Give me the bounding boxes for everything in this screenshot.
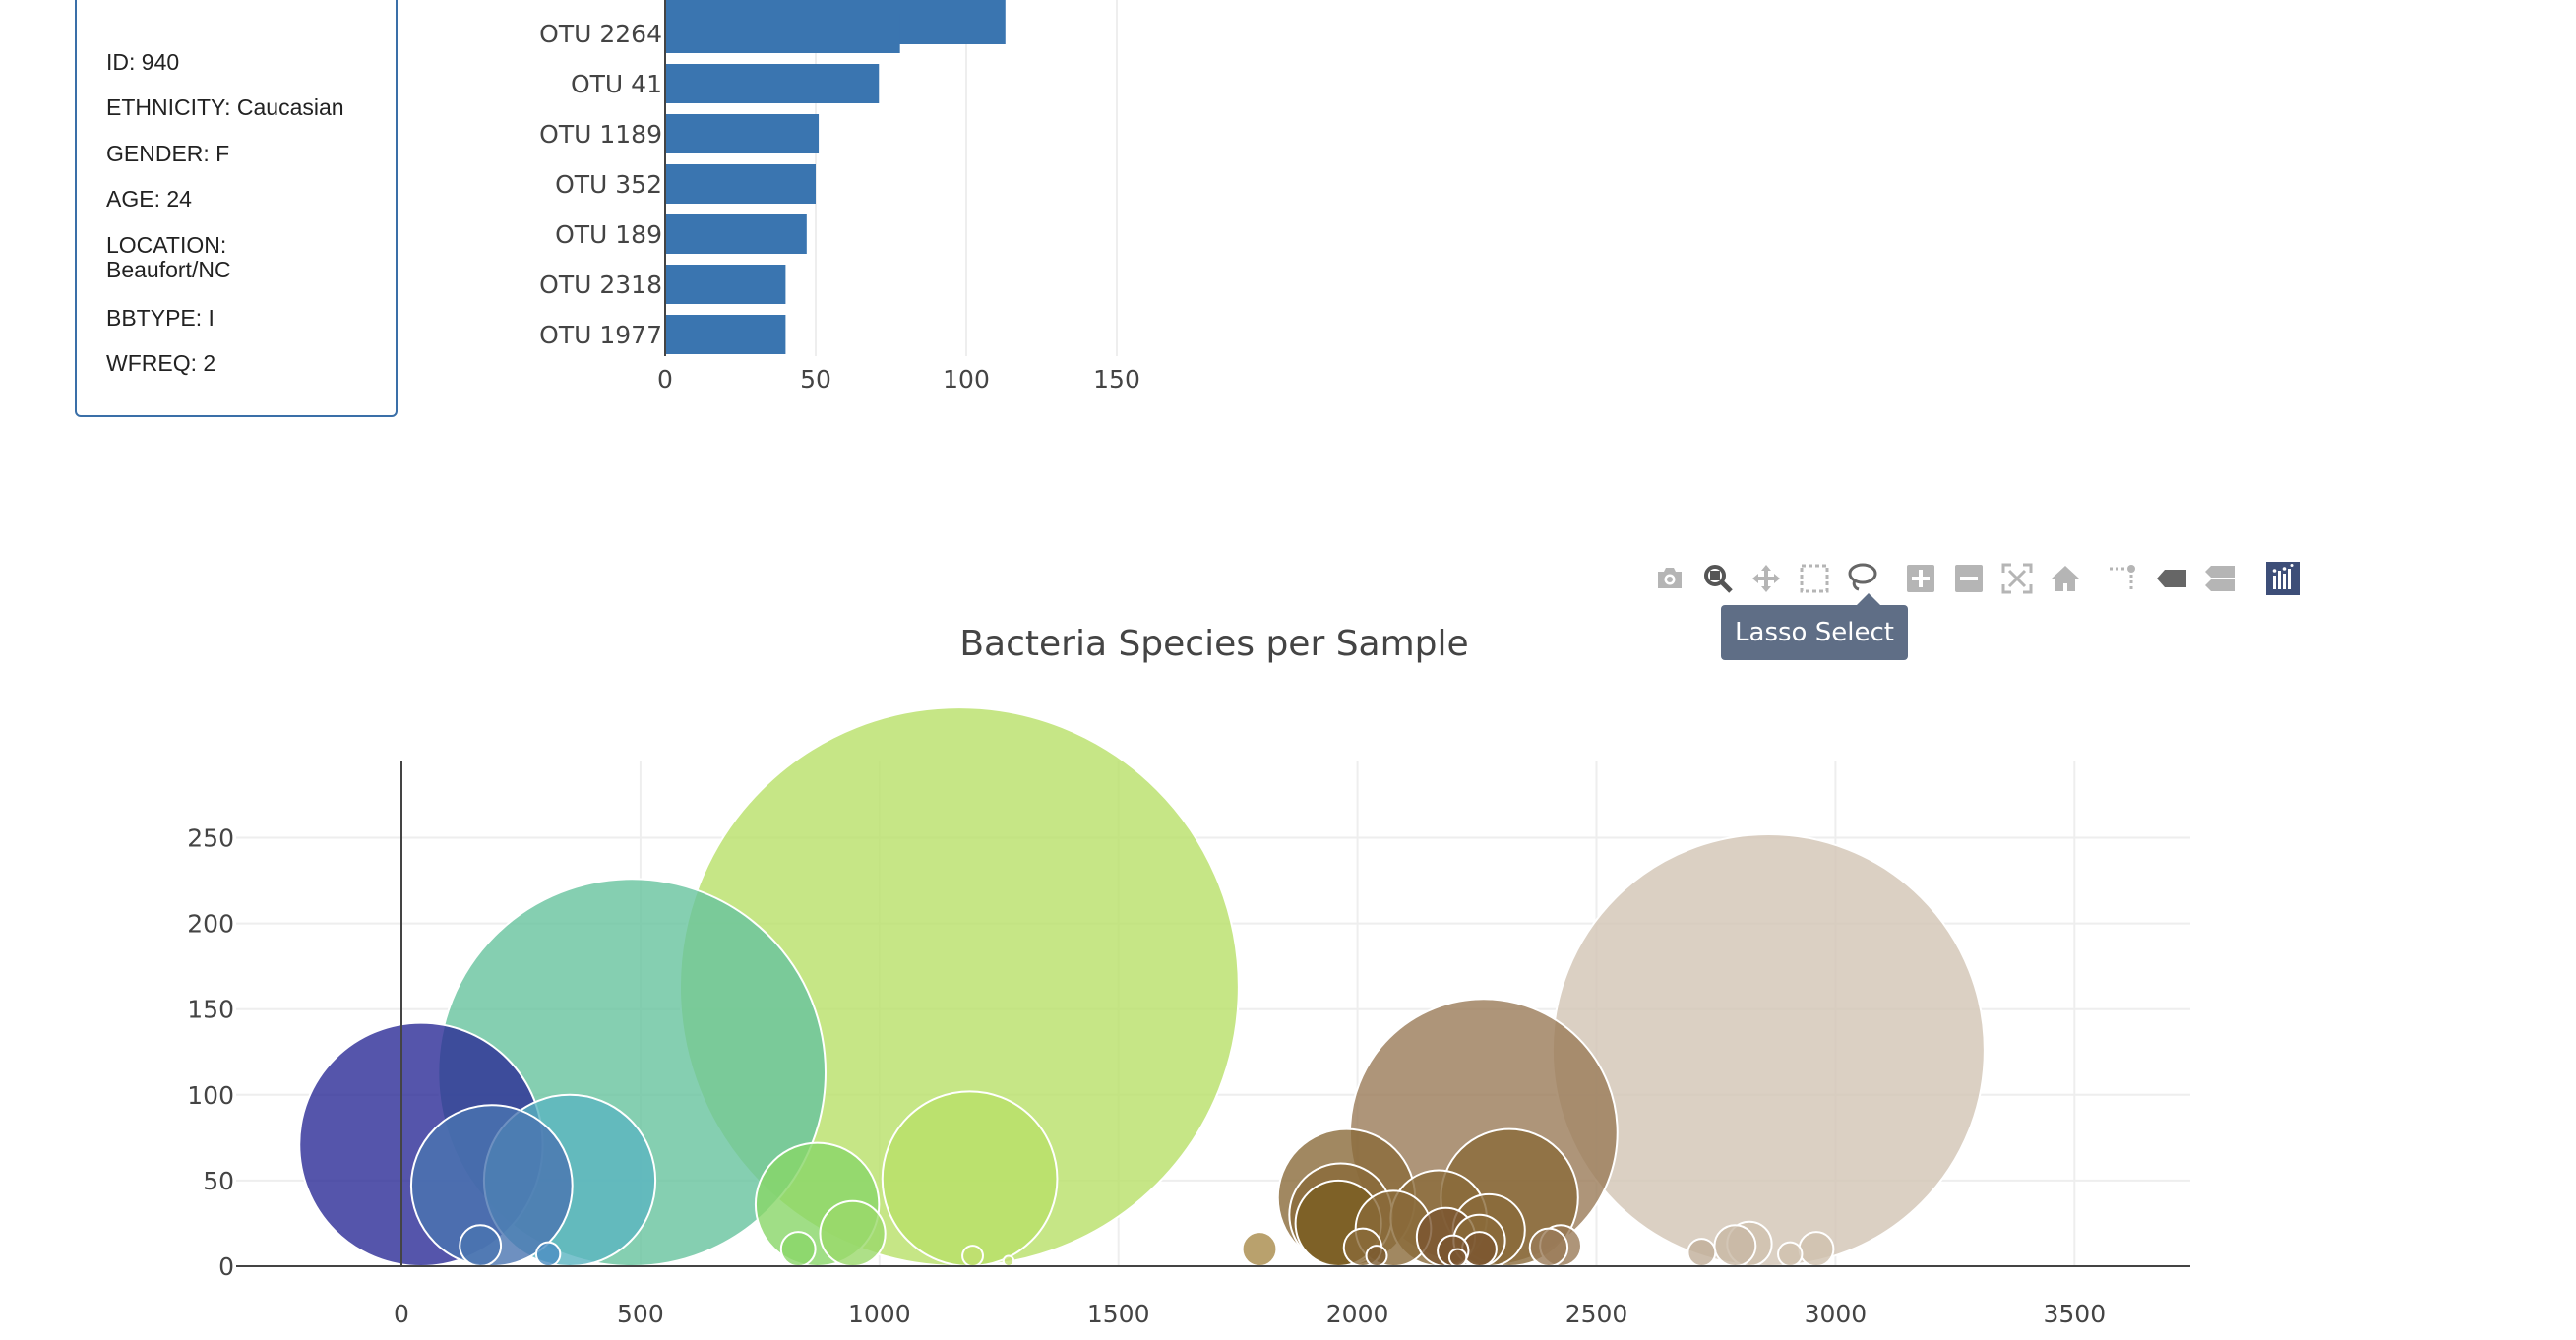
bar-y-tick-label: OTU 352 [555,170,662,199]
metadata-location: LOCATION: Beaufort/NC [106,232,231,282]
bar-otu-189[interactable] [665,214,807,254]
bubble-point[interactable] [1451,1192,1526,1267]
bubble-point[interactable] [1551,833,1986,1268]
bubble-point[interactable] [1288,1162,1393,1267]
bubble-point[interactable] [754,1141,881,1267]
bubble-point[interactable] [482,1093,657,1268]
reset-axes-icon[interactable] [2046,559,2085,598]
bar-y-tick-label: OTU 41 [571,70,662,98]
bubble-y-tick-label: 200 [187,910,234,939]
bubble-point[interactable] [1365,1245,1388,1267]
bubble-point[interactable] [1461,1231,1498,1267]
bubble-y-tick-label: 250 [187,824,234,853]
metadata-ethnicity: ETHNICITY: Caucasian [106,94,344,120]
bubble-x-tick-label: 3000 [1805,1300,1868,1328]
bar-x-tick-label: 0 [657,365,673,394]
metadata-bbtype: BBTYPE: I [106,305,215,331]
bubble-point[interactable] [1241,1231,1278,1267]
bar-y-tick-label: OTU 1977 [539,321,662,349]
bar-otu-1189[interactable] [665,114,820,153]
metadata-id: ID: 940 [106,49,180,75]
bubble-point[interactable] [1798,1231,1835,1267]
bubble-x-tick-label: 0 [394,1300,409,1328]
bubble-point[interactable] [1348,998,1619,1268]
bubble-x-tick-label: 2500 [1565,1300,1628,1328]
bar-otu-2264[interactable] [665,14,900,53]
metadata-age: AGE: 24 [106,186,192,212]
bar-x-tick-label: 50 [800,365,831,394]
bubble-y-tick-label: 100 [187,1081,234,1110]
plotly-logo-icon[interactable] [2263,559,2302,598]
autoscale-icon[interactable] [1997,559,2037,598]
bubble-y-tick-label: 0 [218,1252,234,1281]
bubble-point[interactable] [1276,1127,1417,1267]
bar-x-tick-label: 100 [943,365,990,394]
bar-y-tick-label: OTU 2318 [539,271,662,299]
bubble-point[interactable] [1294,1179,1382,1267]
bubble-point[interactable] [1539,1224,1582,1267]
bubble-point[interactable] [459,1224,503,1267]
bubble-point[interactable] [1777,1241,1804,1268]
bubble-point[interactable] [1002,1254,1015,1268]
box-select-icon[interactable] [1795,559,1834,598]
zoom-in-icon[interactable] [1901,559,1940,598]
bubble-point[interactable] [819,1199,887,1267]
bubble-point[interactable] [1354,1189,1433,1268]
bubble-x-tick-label: 1000 [848,1300,911,1328]
bubble-x-tick-label: 500 [617,1300,664,1328]
top-otu-bar-chart: 0 50 100 150 OTU 2264 OTU 41 OTU 1189 OTU 352 OT… [539,0,1140,394]
bubble-point[interactable] [1437,1234,1470,1268]
bar-x-tick-label: 150 [1093,365,1140,394]
bar-otu-2318[interactable] [665,265,786,304]
bubble-point[interactable] [298,1021,544,1267]
bubble-point[interactable] [1713,1224,1757,1267]
zoom-icon[interactable] [1698,559,1738,598]
bubble-point[interactable] [1342,1227,1383,1268]
bubble-point[interactable] [437,878,828,1268]
sample-metadata-panel: ID: 940 ETHNICITY: Caucasian GENDER: F A… [75,0,398,417]
bar-otu-352[interactable] [665,164,816,204]
bubble-point[interactable] [779,1231,817,1267]
bubble-x-tick-label: 3500 [2043,1300,2106,1328]
bubble-y-tick-label: 150 [187,996,234,1024]
bar-y-tick-label: OTU 1189 [539,120,662,149]
bubble-point[interactable] [1687,1238,1717,1267]
bubble-x-tick-label: 1500 [1087,1300,1150,1328]
bubble-y-tick-label: 50 [203,1167,234,1195]
bubble-point[interactable] [1726,1220,1773,1268]
bubble-point[interactable] [409,1104,574,1267]
hover-closest-icon[interactable] [2152,559,2191,598]
chart-modebar [1633,559,2322,598]
bubble-point[interactable] [881,1090,1059,1267]
bubble-point[interactable] [1528,1227,1569,1268]
bubble-x-tick-label: 2000 [1326,1300,1389,1328]
zoom-out-icon[interactable] [1949,559,1989,598]
bubble-point[interactable] [961,1245,984,1267]
spike-lines-icon[interactable] [2104,559,2143,598]
bubble-point[interactable] [1452,1213,1506,1267]
bubble-point[interactable] [1389,1169,1488,1267]
bubble-point[interactable] [678,706,1240,1268]
bubble-point[interactable] [534,1241,562,1268]
camera-icon[interactable] [1650,559,1689,598]
bar-y-tick-label: OTU 189 [555,220,662,249]
bar-otu-41[interactable] [665,64,880,103]
hover-compare-icon[interactable] [2200,559,2239,598]
bar-y-tick-label: OTU 2264 [539,20,662,48]
bar-otu-1977[interactable] [665,315,786,354]
modebar-tooltip: Lasso Select [1721,593,1908,660]
bubble-point[interactable] [1415,1206,1477,1267]
metadata-wfreq: WFREQ: 2 [106,350,216,376]
lasso-icon[interactable] [1843,559,1882,598]
pan-icon[interactable] [1747,559,1786,598]
bubble-point[interactable] [1440,1127,1579,1267]
metadata-gender: GENDER: F [106,141,230,166]
bubble-chart-title: Bacteria Species per Sample [959,624,1468,664]
bubble-point[interactable] [1447,1248,1468,1268]
